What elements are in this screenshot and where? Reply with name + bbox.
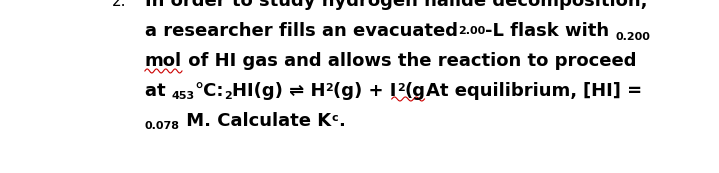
Text: .: . <box>338 112 344 130</box>
Text: [HI] =: [HI] = <box>583 82 642 100</box>
Text: 0.200: 0.200 <box>615 32 651 42</box>
Text: 2.: 2. <box>112 0 127 9</box>
Text: 2: 2 <box>224 91 232 101</box>
Text: 2.00: 2.00 <box>458 26 485 36</box>
Text: (g: (g <box>405 82 426 100</box>
Text: a researcher fills an evacuated: a researcher fills an evacuated <box>145 22 458 40</box>
Text: at: at <box>145 82 172 100</box>
Text: 2: 2 <box>397 83 405 93</box>
Text: HI(g) ⇌ H: HI(g) ⇌ H <box>232 82 326 100</box>
Text: mol: mol <box>145 52 182 70</box>
Text: In order to study hydrogen halide decomposition,: In order to study hydrogen halide decomp… <box>145 0 647 10</box>
Text: c: c <box>331 113 338 123</box>
Text: 2: 2 <box>326 83 334 93</box>
Text: 0.078: 0.078 <box>145 121 180 131</box>
Text: 453: 453 <box>172 91 195 101</box>
Text: °C:: °C: <box>195 82 224 100</box>
Text: of HI gas and allows the reaction to proceed: of HI gas and allows the reaction to pro… <box>182 52 636 70</box>
Text: -L flask with: -L flask with <box>485 22 615 40</box>
Text: At equilibrium,: At equilibrium, <box>426 82 583 100</box>
Text: (g) + I: (g) + I <box>334 82 397 100</box>
Text: M. Calculate K: M. Calculate K <box>180 112 331 130</box>
